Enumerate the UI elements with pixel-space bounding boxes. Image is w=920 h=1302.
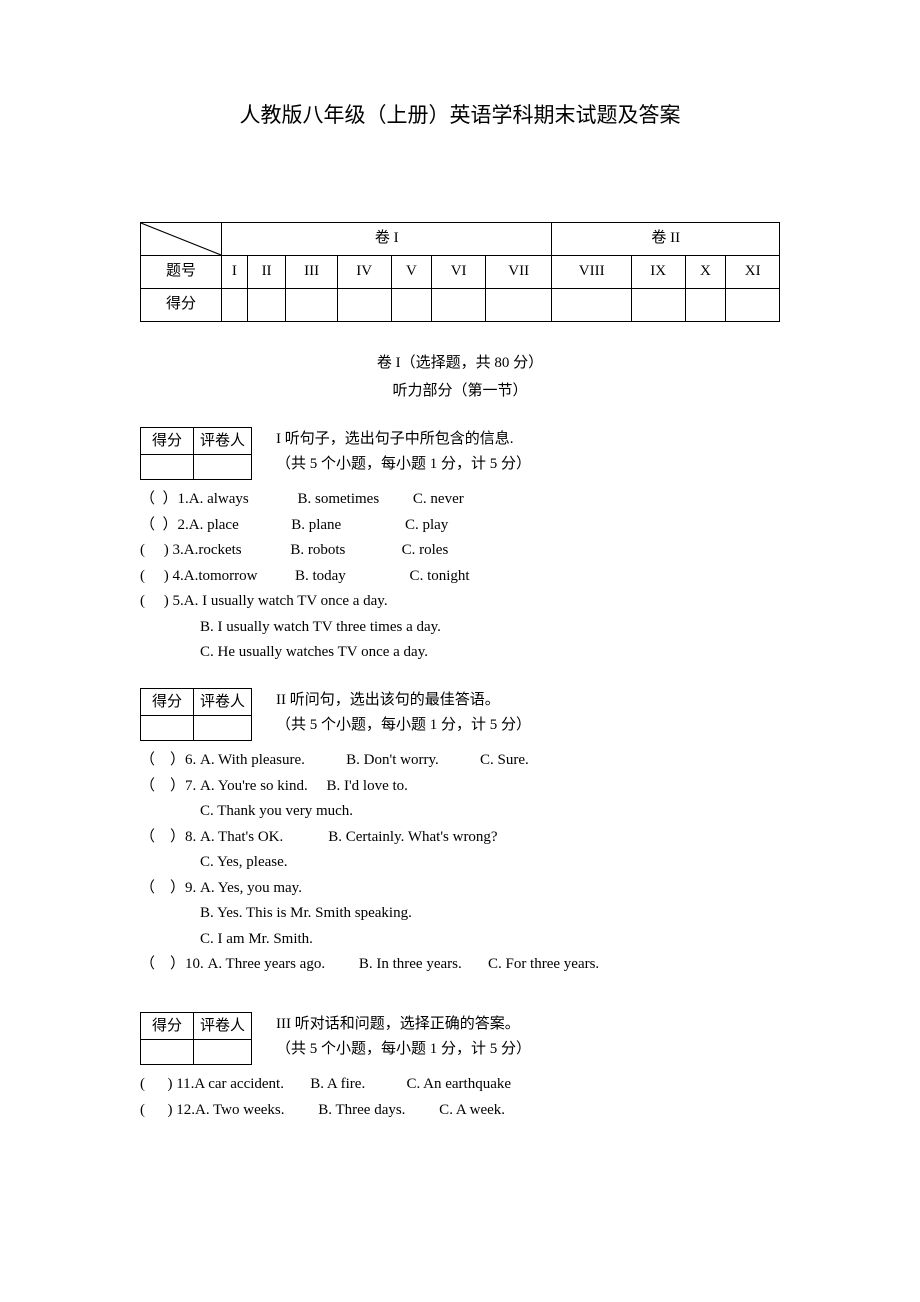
score-cell: [726, 288, 780, 321]
section-3-instr-1: III 听对话和问题，选择正确的答案。: [276, 1016, 520, 1032]
mini-score-cell: [141, 1040, 194, 1065]
question-2: （ ）2.A. place B. plane C. play: [140, 514, 780, 537]
section-3-instr-2: （共 5 个小题，每小题 1 分，计 5 分）: [276, 1041, 531, 1057]
question-7-c: C. Thank you very much.: [140, 800, 780, 823]
mini-score-cell: [141, 716, 194, 741]
score-cell: [337, 288, 391, 321]
score-cell: [286, 288, 338, 321]
section-1-instr-2: （共 5 个小题，每小题 1 分，计 5 分）: [276, 456, 531, 472]
score-cell: [391, 288, 432, 321]
document-title: 人教版八年级（上册）英语学科期末试题及答案: [140, 100, 780, 132]
col-VIII: VIII: [552, 255, 631, 288]
question-9-c: C. I am Mr. Smith.: [140, 928, 780, 951]
question-7: （ ）7. A. You're so kind. B. I'd love to.: [140, 775, 780, 798]
section-3-header: 得分 评卷人 III 听对话和问题，选择正确的答案。 （共 5 个小题，每小题 …: [140, 1012, 780, 1066]
question-5-c: C. He usually watches TV once a day.: [140, 641, 780, 664]
col-V: V: [391, 255, 432, 288]
score-cell: [222, 288, 248, 321]
question-3: ( ) 3.A.rockets B. robots C. roles: [140, 539, 780, 562]
col-IX: IX: [631, 255, 685, 288]
col-XI: XI: [726, 255, 780, 288]
question-9-b: B. Yes. This is Mr. Smith speaking.: [140, 902, 780, 925]
section-header-2: 听力部分（第一节）: [140, 380, 780, 403]
question-8-c: C. Yes, please.: [140, 851, 780, 874]
score-cell: [485, 288, 552, 321]
score-cell: [247, 288, 286, 321]
score-cell: [432, 288, 486, 321]
mini-score-table-1: 得分 评卷人: [140, 427, 252, 481]
col-VII: VII: [485, 255, 552, 288]
mini-score-label: 得分: [141, 427, 194, 455]
mini-marker-cell: [194, 455, 252, 480]
row-label-score: 得分: [141, 288, 222, 321]
mini-score-cell: [141, 455, 194, 480]
question-4: ( ) 4.A.tomorrow B. today C. tonight: [140, 565, 780, 588]
mini-score-label: 得分: [141, 688, 194, 716]
section-header-1: 卷 I（选择题，共 80 分）: [140, 352, 780, 375]
col-IV: IV: [337, 255, 391, 288]
section-1-instr-1: I 听句子，选出句子中所包含的信息.: [276, 431, 514, 447]
question-5: ( ) 5.A. I usually watch TV once a day.: [140, 590, 780, 613]
mini-marker-cell: [194, 1040, 252, 1065]
question-8: （ ）8. A. That's OK. B. Certainly. What's…: [140, 826, 780, 849]
mini-marker-label: 评卷人: [194, 688, 252, 716]
question-9: （ ）9. A. Yes, you may.: [140, 877, 780, 900]
col-VI: VI: [432, 255, 486, 288]
row-label-number: 题号: [141, 255, 222, 288]
score-cell: [685, 288, 726, 321]
mini-marker-label: 评卷人: [194, 427, 252, 455]
question-11: ( ) 11.A car accident. B. A fire. C. An …: [140, 1073, 780, 1096]
question-1: （ ）1.A. always B. sometimes C. never: [140, 488, 780, 511]
section-2-header: 得分 评卷人 II 听问句，选出该句的最佳答语。 （共 5 个小题，每小题 1 …: [140, 688, 780, 742]
col-X: X: [685, 255, 726, 288]
section-2-instr-1: II 听问句，选出该句的最佳答语。: [276, 692, 500, 708]
group-header-1: 卷 I: [222, 222, 552, 255]
score-cell: [631, 288, 685, 321]
section-1-header: 得分 评卷人 I 听句子，选出句子中所包含的信息. （共 5 个小题，每小题 1…: [140, 427, 780, 481]
mini-marker-label: 评卷人: [194, 1012, 252, 1040]
col-I: I: [222, 255, 248, 288]
mini-marker-cell: [194, 716, 252, 741]
question-10: （ ）10. A. Three years ago. B. In three y…: [140, 953, 780, 976]
question-12: ( ) 12.A. Two weeks. B. Three days. C. A…: [140, 1099, 780, 1122]
col-III: III: [286, 255, 338, 288]
score-summary-table: 卷 I 卷 II 题号 I II III IV V VI VII VIII IX…: [140, 222, 780, 322]
score-cell: [552, 288, 631, 321]
mini-score-table-3: 得分 评卷人: [140, 1012, 252, 1066]
section-2-instr-2: （共 5 个小题，每小题 1 分，计 5 分）: [276, 717, 531, 733]
question-6: （ ）6. A. With pleasure. B. Don't worry. …: [140, 749, 780, 772]
question-5-b: B. I usually watch TV three times a day.: [140, 616, 780, 639]
diagonal-cell: [141, 222, 222, 255]
mini-score-table-2: 得分 评卷人: [140, 688, 252, 742]
mini-score-label: 得分: [141, 1012, 194, 1040]
col-II: II: [247, 255, 286, 288]
group-header-2: 卷 II: [552, 222, 780, 255]
